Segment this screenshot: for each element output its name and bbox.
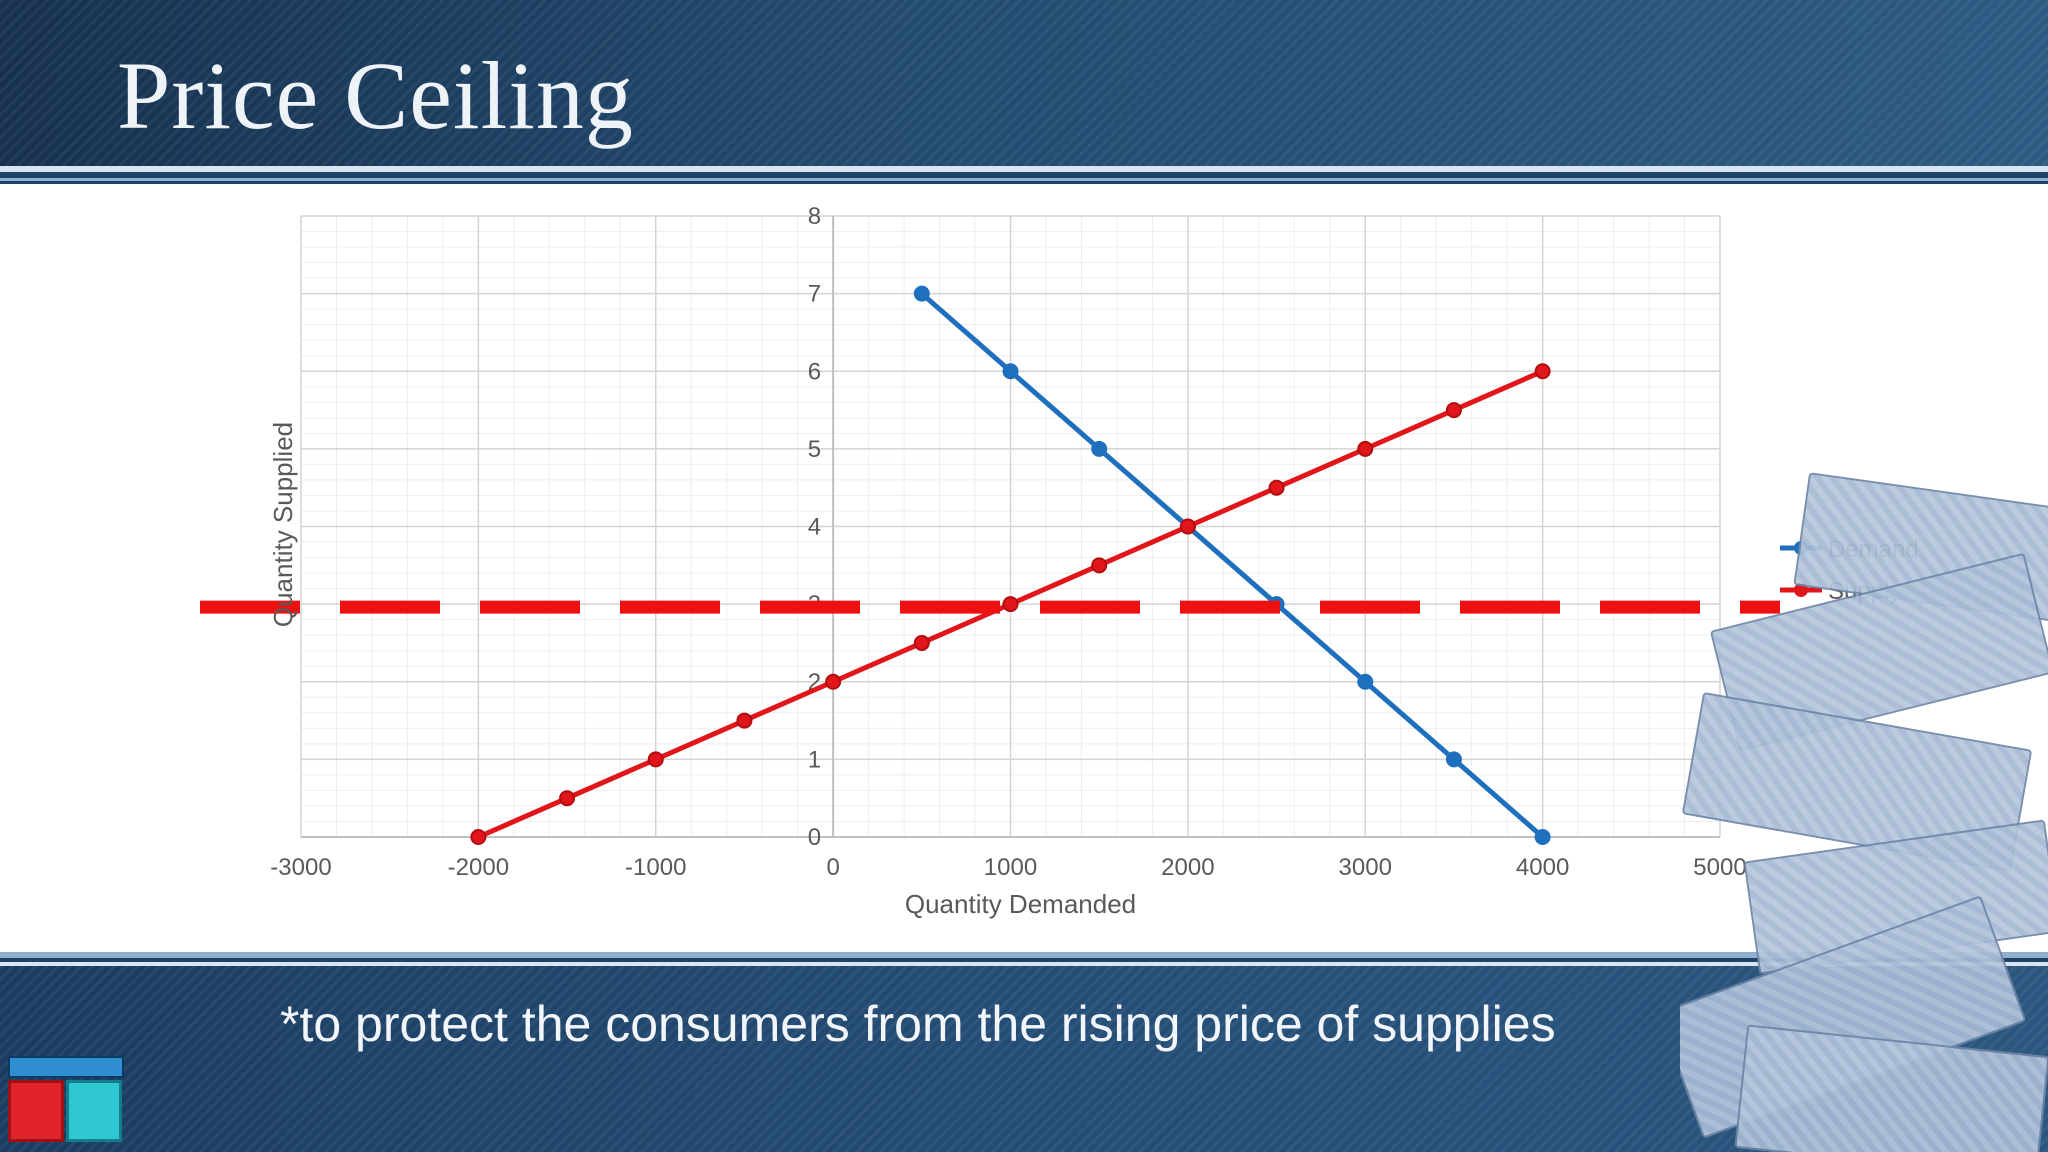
demand-line bbox=[920, 291, 1545, 839]
x-tick-label: 3000 bbox=[1339, 854, 1392, 881]
supply-point bbox=[736, 712, 753, 729]
x-tick-label: 2000 bbox=[1161, 854, 1214, 881]
supply-point bbox=[470, 829, 487, 845]
demand-point bbox=[913, 285, 930, 302]
slide-subtitle: *to protect the consumers from the risin… bbox=[280, 996, 1556, 1052]
supply-point bbox=[1534, 363, 1551, 380]
supply-point bbox=[559, 790, 576, 807]
supply-point bbox=[1268, 479, 1285, 496]
x-tick-label: 1000 bbox=[984, 854, 1037, 881]
y-axis-ticks: 012345678 bbox=[808, 203, 821, 851]
supply-point bbox=[1091, 557, 1108, 574]
x-tick-label: 5000 bbox=[1693, 854, 1746, 881]
x-tick-label: -3000 bbox=[270, 854, 331, 881]
y-tick-label: 4 bbox=[808, 514, 821, 541]
x-tick-label: -2000 bbox=[448, 854, 509, 881]
x-tick-label: 4000 bbox=[1516, 854, 1569, 881]
supply-point bbox=[1179, 518, 1196, 535]
divider-line bbox=[0, 166, 2048, 172]
demand-point bbox=[1091, 440, 1108, 457]
y-tick-label: 0 bbox=[808, 824, 821, 851]
y-tick-label: 5 bbox=[808, 436, 821, 463]
x-axis-label: Quantity Demanded bbox=[905, 889, 1136, 919]
divider-line bbox=[0, 962, 2048, 966]
supply-point bbox=[1357, 440, 1374, 457]
supply-point bbox=[1445, 402, 1462, 419]
chart-panel bbox=[0, 184, 2048, 952]
demand-point bbox=[1357, 673, 1374, 690]
y-tick-label: 1 bbox=[808, 746, 821, 773]
x-tick-label: 0 bbox=[826, 854, 839, 881]
demand-point bbox=[1445, 751, 1462, 768]
supply-point bbox=[647, 751, 664, 768]
supply-point bbox=[1002, 596, 1019, 613]
price-ceiling-chart: -3000 -2000 -1000 0 1000 2000 3000 4000 5000 0 1 2… bbox=[200, 203, 1919, 919]
money-bills-icon bbox=[1680, 460, 2048, 1152]
y-tick-label: 6 bbox=[808, 358, 821, 385]
chart-series bbox=[470, 285, 1551, 845]
supply-point bbox=[825, 673, 842, 690]
divider-line bbox=[0, 952, 2048, 958]
y-tick-label: 7 bbox=[808, 281, 821, 308]
slide-title: Price Ceiling bbox=[117, 42, 634, 149]
demand-point bbox=[1002, 363, 1019, 380]
y-tick-label: 8 bbox=[808, 203, 821, 230]
divider-line bbox=[0, 178, 2048, 181]
chart-axes bbox=[301, 216, 1720, 838]
x-axis-ticks: -3000 -2000 -1000 0 1000 2000 3000 4000 5000 bbox=[270, 854, 1746, 881]
y-axis-label: Quantity Supplied bbox=[268, 422, 298, 627]
demand-point bbox=[1534, 829, 1551, 845]
template-logo-icon bbox=[8, 1056, 124, 1142]
supply-point bbox=[913, 634, 930, 651]
slide-header: Price Ceiling bbox=[0, 0, 2048, 166]
x-tick-label: -1000 bbox=[625, 854, 686, 881]
